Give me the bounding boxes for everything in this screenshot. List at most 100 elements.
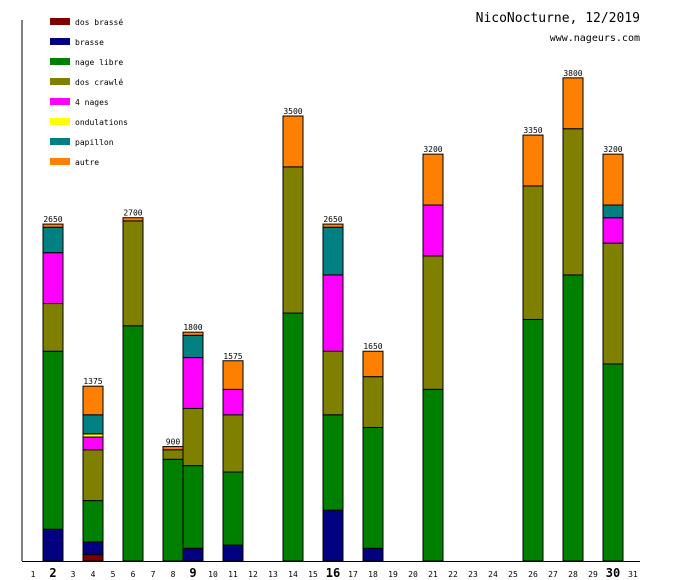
chart-subtitle: www.nageurs.com	[550, 33, 640, 44]
x-tick-label-25: 25	[508, 570, 518, 579]
bar-segment-brasse-day-9	[182, 547, 204, 562]
bar-segment-4-nages-day-9	[182, 357, 204, 409]
bar-segment-autre-day-16	[322, 223, 344, 228]
bar-segment-dos-crawle-day-6	[122, 220, 144, 327]
bar-segment-nage-libre-day-6	[122, 325, 144, 562]
bar-segment-nage-libre-day-30	[602, 363, 624, 562]
total-label-day-8: 900	[166, 438, 181, 447]
legend-label-2: nage libre	[75, 58, 123, 67]
x-tick-label-12: 12	[248, 570, 258, 579]
legend-swatch-7	[50, 158, 70, 165]
total-labels-group: 2650 1375 2700 900 1800 1575 3500 2650 1650 3200 3…	[43, 69, 622, 447]
bar-segment-autre-day-21	[422, 153, 444, 206]
bars-group	[42, 77, 624, 562]
bar-segment-dos-crawle-day-18	[362, 376, 384, 428]
bar-segment-4-nages-day-30	[602, 217, 624, 244]
bar-segment-brasse-day-16	[322, 509, 344, 562]
bar-segment-nage-libre-day-28	[562, 274, 584, 562]
bar-segment-papillon-day-9	[182, 334, 204, 359]
x-tick-label-27: 27	[548, 570, 558, 579]
legend-swatch-6	[50, 138, 70, 145]
bar-segment-autre-day-11	[222, 360, 244, 390]
x-tick-label-24: 24	[488, 570, 498, 579]
x-tick-label-16: 16	[326, 566, 340, 580]
bar-segment-nage-libre-day-8	[162, 458, 184, 562]
bar-segment-dos-crawle-day-4	[82, 449, 104, 502]
x-tick-label-21: 21	[428, 570, 438, 579]
legend-swatch-1	[50, 38, 70, 45]
bar-segment-nage-libre-day-18	[362, 427, 384, 549]
x-tick-label-10: 10	[208, 570, 218, 579]
bar-segment-nage-libre-day-21	[422, 388, 444, 562]
bar-segment-autre-day-28	[562, 77, 584, 130]
bar-segment-autre-day-14	[282, 115, 304, 168]
legend-label-0: dos brassé	[75, 17, 123, 27]
x-tick-label-23: 23	[468, 570, 478, 579]
legend: dos brassé brasse nage libre dos crawlé 4 na…	[50, 17, 128, 167]
bar-segment-dos-crawle-day-21	[422, 255, 444, 390]
x-tick-label-3: 3	[71, 570, 76, 579]
bar-segment-dos-crawle-day-30	[602, 242, 624, 365]
total-label-day-11: 1575	[223, 352, 242, 361]
bar-segment-dos-crawle-day-8	[162, 449, 184, 460]
total-label-day-21: 3200	[423, 145, 442, 154]
bar-segment-autre-day-4	[82, 385, 104, 416]
x-tick-label-19: 19	[388, 570, 398, 579]
bar-segment-nage-libre-day-4	[82, 500, 104, 543]
legend-label-6: papillon	[75, 138, 114, 147]
total-label-day-4: 1375	[83, 377, 102, 386]
x-tick-label-17: 17	[348, 570, 358, 579]
bar-segment-dos-crawle-day-9	[182, 407, 204, 467]
legend-swatch-5	[50, 118, 70, 125]
x-tick-labels-group: 1 2 3 4 5 6 7 8 9 10 11 12 13 14 15 16 17 18 19 20 21 22 23 24 2…	[31, 566, 638, 580]
bar-segment-dos-crawle-day-16	[322, 350, 344, 416]
x-tick-label-22: 22	[448, 570, 458, 579]
bar-segment-papillon-day-30	[602, 204, 624, 219]
bar-segment-autre-day-18	[362, 350, 384, 378]
bar-segment-dos-crawle-day-26	[522, 185, 544, 320]
bar-segment-nage-libre-day-16	[322, 414, 344, 511]
bar-segment-4-nages-day-21	[422, 204, 444, 257]
x-tick-label-18: 18	[368, 570, 378, 579]
bar-segment-nage-libre-day-26	[522, 318, 544, 562]
legend-swatch-2	[50, 58, 70, 65]
total-label-day-2: 2650	[43, 215, 62, 224]
chart-title: NicoNocturne, 12/2019	[476, 11, 640, 26]
bar-segment-papillon-day-2	[42, 226, 64, 254]
legend-label-5: ondulations	[75, 118, 128, 127]
total-label-day-14: 3500	[283, 107, 302, 116]
total-label-day-18: 1650	[363, 342, 382, 351]
legend-swatch-4	[50, 98, 70, 105]
bar-segment-nage-libre-day-14	[282, 312, 304, 562]
x-tick-label-9: 9	[189, 566, 196, 580]
legend-label-1: brasse	[75, 38, 104, 47]
bar-segment-papillon-day-4	[82, 414, 104, 435]
bar-segment-brasse-day-11	[222, 544, 244, 562]
bar-segment-autre-day-26	[522, 134, 544, 187]
x-tick-label-11: 11	[228, 570, 238, 579]
total-label-day-30: 3200	[603, 145, 622, 154]
bar-segment-brasse-day-18	[362, 547, 384, 562]
bar-segment-papillon-day-16	[322, 226, 344, 276]
bar-segment-autre-day-6	[122, 217, 144, 222]
bar-segment-nage-libre-day-9	[182, 465, 204, 549]
bar-segment-autre-day-30	[602, 153, 624, 206]
bar-segment-autre-day-8	[162, 446, 184, 451]
bar-segment-brasse-day-4	[82, 541, 104, 556]
bar-segment-dos-brasse-day-4	[82, 554, 104, 562]
x-tick-label-4: 4	[91, 570, 96, 579]
total-label-day-28: 3800	[563, 69, 582, 78]
x-tick-label-29: 29	[588, 570, 598, 579]
x-tick-label-26: 26	[528, 570, 538, 579]
bar-segment-4-nages-day-16	[322, 274, 344, 352]
x-tick-label-13: 13	[268, 570, 278, 579]
bar-segment-nage-libre-day-11	[222, 471, 244, 546]
total-label-day-26: 3350	[523, 126, 542, 135]
x-tick-label-2: 2	[49, 566, 56, 580]
x-tick-label-30: 30	[606, 566, 620, 580]
legend-swatch-3	[50, 78, 70, 85]
bar-segment-dos-crawle-day-28	[562, 128, 584, 276]
x-tick-label-20: 20	[408, 570, 418, 579]
total-label-day-9: 1800	[183, 323, 202, 332]
